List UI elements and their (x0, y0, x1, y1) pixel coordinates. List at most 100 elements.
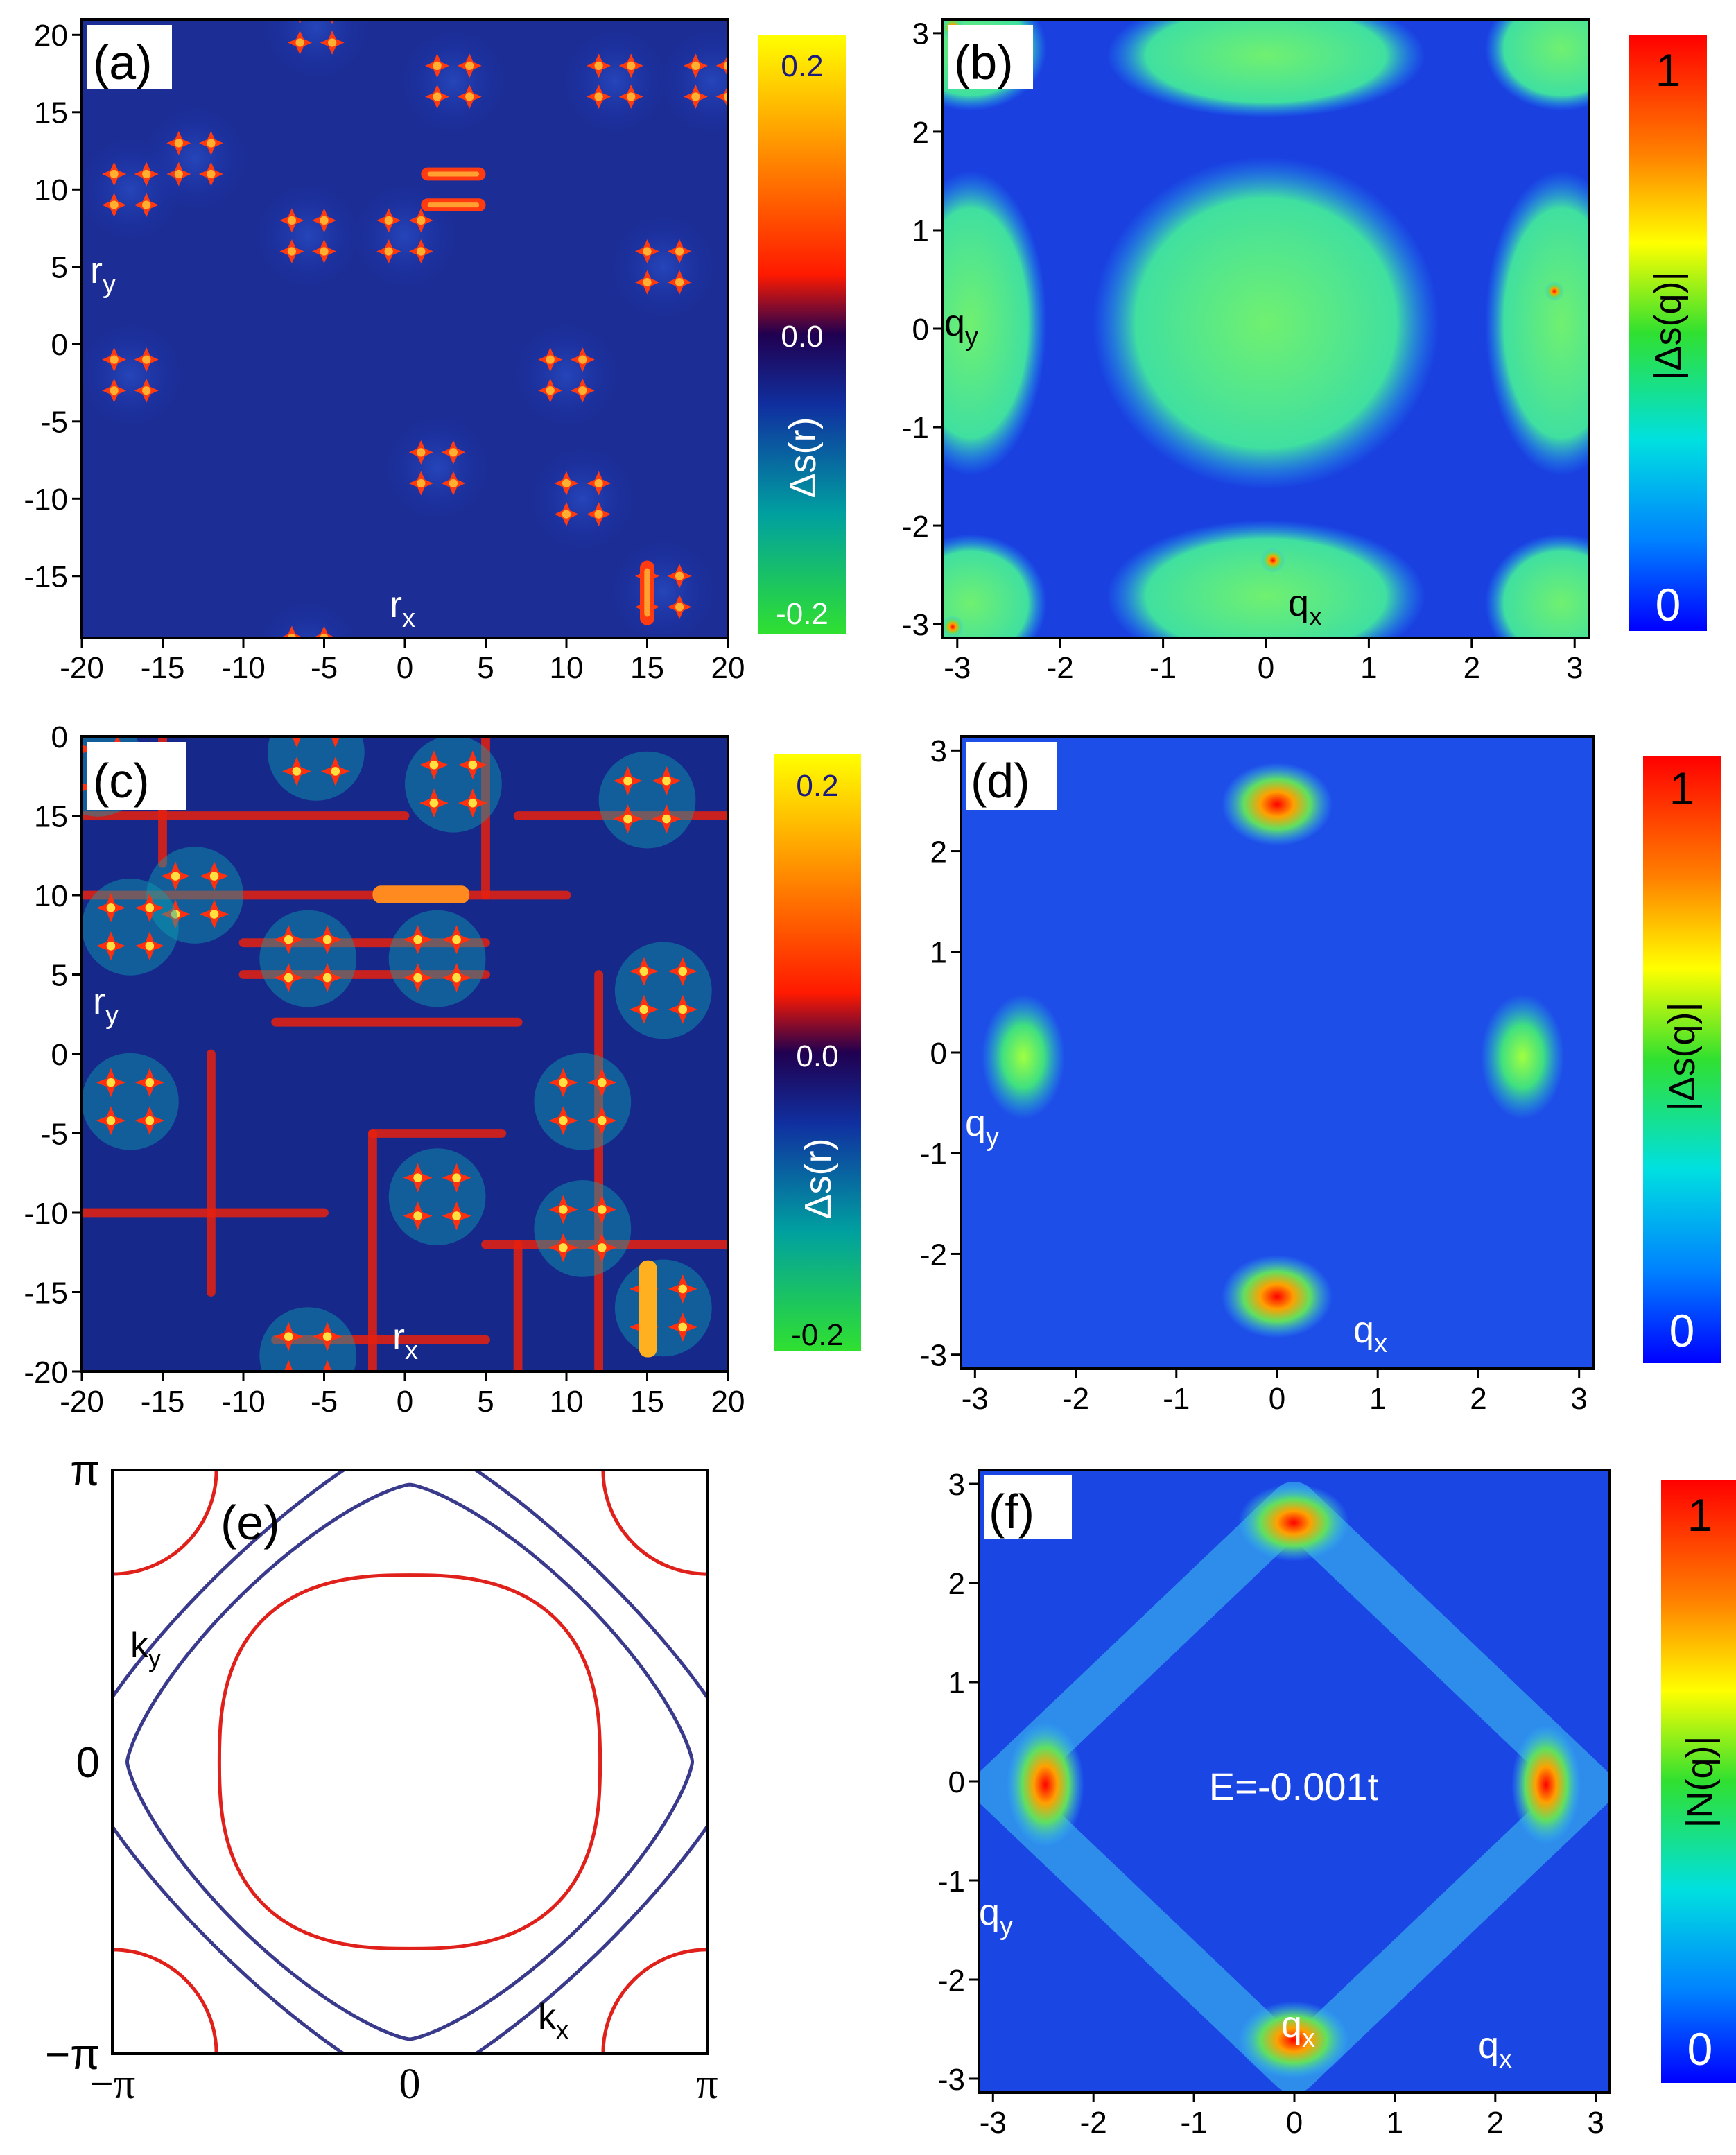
x-tick-label: -5 (311, 651, 338, 685)
y-tick-label: 5 (51, 251, 68, 285)
x-tick-label: -1 (1181, 2106, 1208, 2140)
panel-f-left-spot (1007, 1722, 1084, 1847)
bar-spot-core (427, 171, 480, 177)
colorbar-f-tick-min: 0 (1687, 2023, 1713, 2075)
y-tick-label: 0 (930, 1037, 947, 1071)
x-tick-label: 1 (1387, 2106, 1403, 2140)
quad-spot-core (110, 355, 119, 364)
x-tick-label: -3 (962, 1382, 989, 1416)
quad-halo (82, 878, 179, 976)
quad-spot-core (559, 1078, 568, 1087)
quad-spot (279, 625, 304, 638)
panel-d-bottom-spot (1222, 1255, 1333, 1338)
panel-b-corner-blob-tr (1485, 19, 1589, 111)
quad-spot-core (142, 386, 151, 395)
quad-spot-core (417, 448, 426, 457)
x-tick-label: 0 (397, 1385, 413, 1419)
panel-e: −π 0 π −π 0 π (e) ky kx (45, 1447, 718, 2108)
quad-spot-core (594, 61, 603, 71)
fermi-contour-blue-outer (112, 1470, 707, 2054)
panel-e-xlabel: kx (538, 1997, 568, 2044)
panel-f-top-spot (1238, 1484, 1349, 1561)
quad-halo (611, 539, 715, 638)
y-tick-label: 2 (930, 835, 947, 869)
quad-spot-core (110, 169, 119, 179)
quad-halo (534, 1180, 632, 1277)
colorbar-b-gradient (1629, 35, 1707, 631)
y-tick-label: 5 (51, 958, 68, 992)
panel-b-center-blob (1093, 157, 1439, 490)
quad-spot-core (413, 935, 422, 944)
y-tick-label: -15 (24, 1276, 68, 1310)
quad-halo (264, 19, 368, 79)
quad-halo (146, 847, 243, 944)
quad-spot-core (292, 767, 302, 776)
quad-spot-core (417, 247, 426, 256)
y-tick-label: 1 (930, 936, 947, 970)
y-tick-label: 0 (51, 1038, 68, 1072)
quad-spot-core (384, 247, 393, 256)
panel-b-right-blob (1485, 171, 1589, 476)
panel-e-ylabel: ky (130, 1625, 161, 1672)
quad-spot-core (691, 92, 700, 101)
y-tick-label: -3 (938, 2063, 965, 2097)
panel-c-axes: -20 -15 -10 -5 0 5 10 15 20 -20 -15 -10 -5 0 5 10 15 0 (24, 720, 745, 1419)
quad-spot-core (597, 1243, 607, 1252)
panel-f-xlabel-inner: qx (1281, 2004, 1315, 2053)
x-tick-label: -2 (1047, 651, 1074, 685)
colorbar-a-gradient (758, 35, 846, 634)
y-tick-label: 20 (34, 19, 68, 53)
quad-spot-core (468, 798, 478, 808)
quad-spot-core (675, 571, 684, 580)
quad-spot-core (578, 355, 587, 364)
quad-spot-core (207, 139, 216, 148)
x-tick-label: 20 (711, 1385, 745, 1419)
panel-f-xlabel: qx (1478, 2025, 1512, 2074)
quad-halo (614, 1259, 712, 1357)
quad-spot-core (106, 1116, 116, 1125)
y-tick-label: π (70, 1447, 100, 1495)
panel-d: -3 -2 -1 0 1 2 3 -3 -2 -1 0 1 2 3 (d) qy qx (920, 734, 1595, 1416)
panel-f-ylabel: qy (979, 1892, 1013, 1941)
y-tick-label: 0 (76, 1739, 100, 1787)
colorbar-c-tick-zero: 0.0 (796, 1039, 838, 1073)
quad-spot-core (145, 1078, 155, 1087)
quad-spot-core (452, 1211, 461, 1220)
quad-halo (385, 416, 489, 520)
quad-spot-core (643, 277, 652, 287)
quad-spot-core (691, 61, 700, 71)
colorbar-d-tick-min: 0 (1669, 1305, 1695, 1356)
vbar-spot-core (644, 568, 650, 617)
panel-a-label: (a) (93, 35, 153, 89)
colorbar-c: 0.2 0.0 -0.2 Δs(r) (774, 754, 861, 1352)
panel-e-background (112, 1470, 707, 2054)
panel-d-top-spot (1222, 763, 1333, 846)
x-tick-label: -20 (60, 1385, 104, 1419)
quad-spot-core (678, 1284, 688, 1294)
panel-a-label-box (87, 25, 172, 89)
x-tick-label: 5 (477, 1385, 494, 1419)
quad-spot-core (413, 1211, 422, 1220)
bar-spot (372, 885, 470, 903)
x-tick-label: -2 (1080, 2106, 1107, 2140)
quad-spot-core (295, 8, 304, 16)
quad-spot-core (287, 216, 297, 225)
y-tick-label: -10 (24, 483, 68, 517)
quad-spot-core (288, 664, 296, 673)
x-tick-label: 10 (550, 1385, 584, 1419)
quad-spot-core (209, 910, 219, 919)
panel-b-label-box (948, 25, 1033, 89)
panel-a-axes: -20 -15 -10 -5 0 5 10 15 20 -15 -10 -5 0 5 10 15 20 (24, 19, 745, 685)
quad-spot-core (110, 386, 119, 395)
fermi-contour-blue-inner (125, 1482, 695, 2041)
x-tick-label: 15 (630, 1385, 664, 1419)
quad-spot-core (449, 478, 458, 488)
x-tick-label: π (696, 2061, 718, 2108)
x-tick-label: -1 (1163, 1382, 1190, 1416)
x-tick-label: 0 (1269, 1382, 1285, 1416)
colorbar-f-gradient (1661, 1480, 1736, 2083)
quad-halo (614, 942, 712, 1039)
y-tick-label: 0 (51, 328, 68, 362)
y-tick-label: 10 (34, 879, 68, 913)
